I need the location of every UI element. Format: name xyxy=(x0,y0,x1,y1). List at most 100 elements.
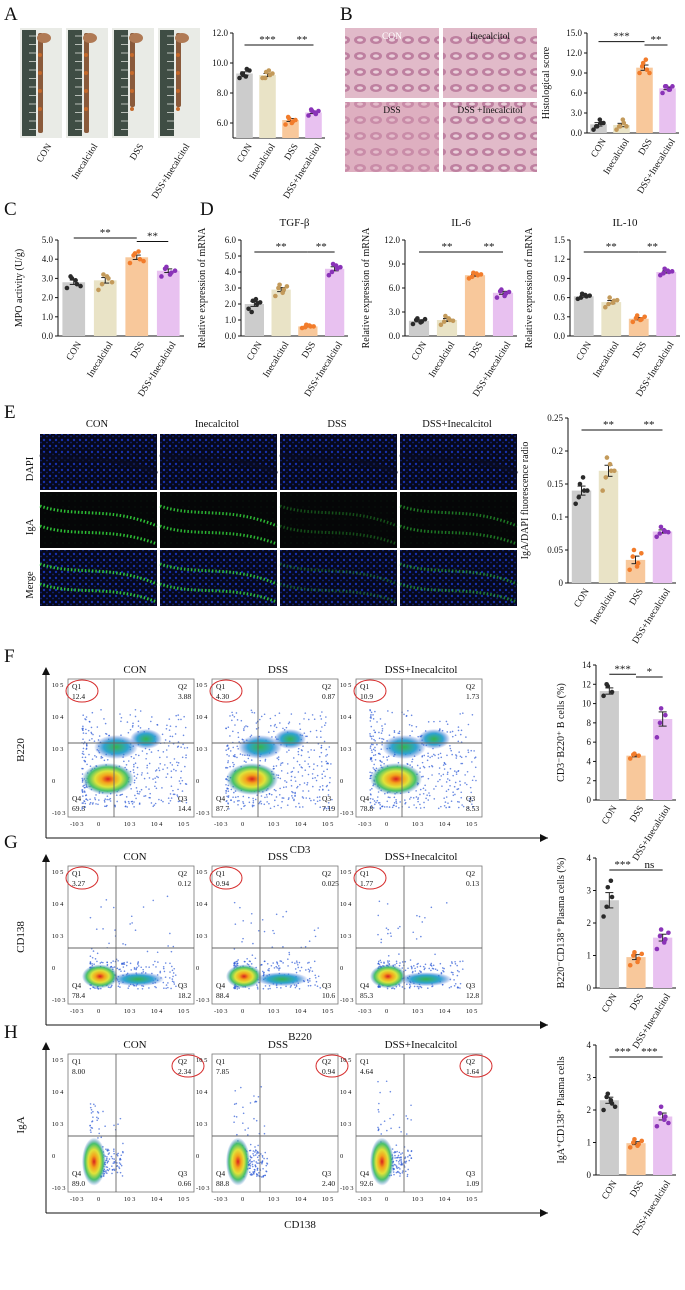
data-point xyxy=(604,455,610,460)
flow-col-label: DSS xyxy=(268,1039,288,1051)
event-dot xyxy=(133,806,135,808)
data-point xyxy=(635,959,640,965)
event-dot xyxy=(131,726,134,728)
event-dot xyxy=(374,740,376,742)
quadrant-name: Q4 xyxy=(216,981,225,990)
event-dot xyxy=(407,1168,409,1171)
data-point xyxy=(630,319,636,325)
tissue xyxy=(443,102,537,172)
event-dot xyxy=(150,720,152,723)
colon-specimen xyxy=(130,33,135,107)
event-dot xyxy=(369,789,372,791)
event-dot xyxy=(182,734,185,737)
event-dot xyxy=(450,971,453,974)
event-dot xyxy=(387,796,390,798)
flow-tick: 0 xyxy=(52,965,55,972)
event-dot xyxy=(119,713,121,715)
event-dot xyxy=(270,724,272,727)
event-dot xyxy=(458,801,460,803)
bar-Inecalcitol xyxy=(259,75,276,138)
x-tick-label: DSS xyxy=(629,992,647,1012)
event-dot xyxy=(236,719,239,721)
event-dot xyxy=(90,732,93,735)
y-tick-label: 6.0 xyxy=(389,283,401,293)
event-dot xyxy=(134,762,137,764)
event-dot xyxy=(297,966,300,969)
event-dot xyxy=(161,787,163,789)
event-dot xyxy=(295,960,298,962)
y-tick-label: 0 xyxy=(587,983,592,993)
sig-label: ** xyxy=(276,241,287,253)
event-dot xyxy=(250,1161,252,1163)
event-dot xyxy=(313,749,316,752)
event-dot xyxy=(173,981,175,983)
event-dot xyxy=(286,763,289,765)
event-dot xyxy=(95,928,98,930)
event-dot xyxy=(245,761,247,763)
quadrant-value: 10.6 xyxy=(322,991,335,1000)
event-dot xyxy=(156,951,159,954)
data-point xyxy=(104,274,110,279)
quadrant-name: Q2 xyxy=(322,682,331,691)
event-dot xyxy=(177,788,179,791)
event-dot xyxy=(471,803,473,805)
event-dot xyxy=(148,762,151,765)
lumen xyxy=(39,451,159,477)
event-dot xyxy=(296,961,298,964)
event-dot xyxy=(127,987,130,989)
data-point xyxy=(109,279,115,285)
event-dot xyxy=(252,942,254,945)
event-dot xyxy=(308,940,311,943)
event-dot xyxy=(414,967,416,970)
quadrant-name: Q4 xyxy=(72,981,81,990)
event-dot xyxy=(133,781,136,784)
chart-title: IL-6 xyxy=(451,217,471,229)
if-image xyxy=(159,550,278,606)
event-dot xyxy=(104,732,107,735)
y-tick-label: 1.0 xyxy=(42,312,54,322)
data-point xyxy=(478,272,484,277)
event-dot xyxy=(377,933,379,936)
event-dot xyxy=(376,799,379,802)
event-dot xyxy=(450,749,453,752)
event-dot xyxy=(233,948,236,950)
event-dot xyxy=(260,795,263,797)
event-dot xyxy=(298,987,301,990)
event-dot xyxy=(294,968,297,970)
event-dot xyxy=(152,963,155,966)
event-dot xyxy=(424,916,426,919)
flow-tick: 10 3 xyxy=(52,1121,63,1128)
x-tick-label: DSS xyxy=(637,137,655,157)
panel-letter-D: D xyxy=(200,199,214,220)
quadrant-name: Q1 xyxy=(72,1057,81,1066)
event-dot xyxy=(232,761,234,764)
event-dot xyxy=(369,745,372,748)
event-dot xyxy=(389,796,391,799)
y-tick-label: 0.0 xyxy=(554,331,566,341)
event-dot xyxy=(129,728,132,731)
event-dot xyxy=(460,791,463,794)
event-dot xyxy=(178,780,181,782)
event-dot xyxy=(445,902,448,904)
event-dot xyxy=(125,796,128,798)
event-dot xyxy=(164,976,167,978)
y-tick-label: 6.0 xyxy=(217,118,229,128)
event-dot xyxy=(127,760,130,762)
event-dot xyxy=(82,714,84,717)
event-dot xyxy=(452,971,454,974)
lumen xyxy=(279,451,399,477)
data-point xyxy=(474,271,479,276)
data-point xyxy=(606,301,611,307)
event-dot xyxy=(378,963,381,966)
event-dot xyxy=(280,960,283,963)
event-dot xyxy=(470,791,472,794)
sig-label: ** xyxy=(647,241,658,253)
data-point xyxy=(604,681,609,687)
density-cool xyxy=(382,735,426,759)
event-dot xyxy=(276,757,279,759)
stool xyxy=(130,53,134,57)
event-dot xyxy=(131,724,134,727)
event-dot xyxy=(330,763,332,765)
quadrant-name: Q3 xyxy=(178,981,187,990)
event-dot xyxy=(456,800,459,803)
